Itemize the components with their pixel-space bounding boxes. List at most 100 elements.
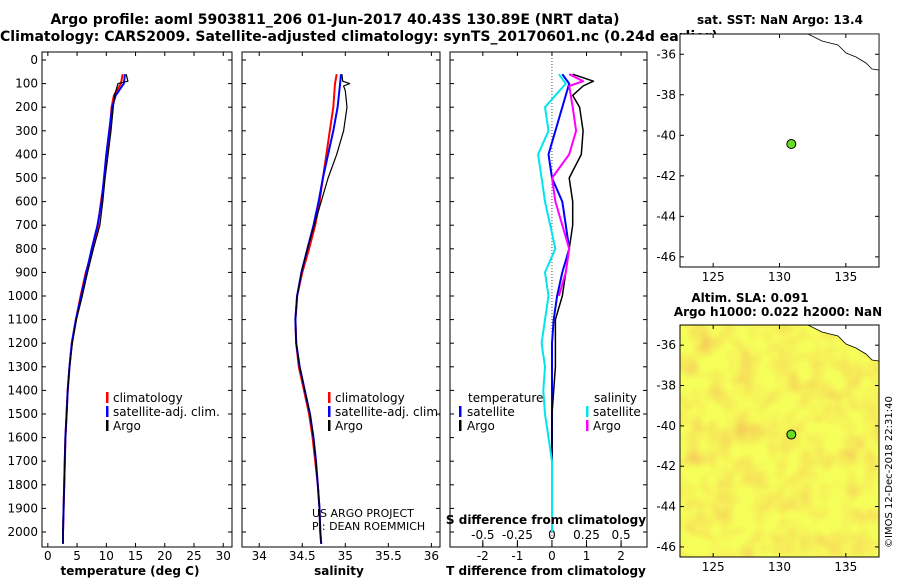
x-tick-label: 30 [216,549,231,563]
salinity-legend: climatology satellite-adj. clim. Argo [328,391,442,433]
x-tick-label: 135 [834,270,857,284]
difference-legend: temperature salinity satellite Argo sate… [459,391,641,433]
sla-map-title-line1: Altim. SLA: 0.091 [691,291,808,305]
series-line [551,73,595,532]
y-tick-label: -38 [656,379,676,393]
difference-xlabel: T difference from climatology [446,564,646,578]
legend-swatch-argo [106,420,109,431]
y-tick-label: 900 [15,265,38,279]
legend-label-temp-satellite: satellite [467,405,515,419]
y-tick-label: 300 [15,124,38,138]
x-tick-label: 0 [548,549,556,563]
y-tick-label: 1000 [7,289,38,303]
legend-label-argo: Argo [113,419,141,433]
y-tick-label: 1300 [7,360,38,374]
legend-swatch-climatology [106,392,109,403]
x-tick-label: 130 [768,560,791,574]
difference-axes: -2 -1 0 1 2-0.5 -0.25 0 0.25 0.5 [450,52,647,563]
sst-map-title: sat. SST: NaN Argo: 13.4 [697,13,863,27]
x-tick-label-secondary: 0.25 [573,528,600,542]
y-tick-label: 500 [15,171,38,185]
y-tick-label: 1100 [7,313,38,327]
legend-label-climatology: climatology [335,391,405,405]
x-tick-label-secondary: 0.5 [612,528,631,542]
coastline [807,325,879,362]
x-tick-label: 125 [702,560,725,574]
sla-map-axes: 125 130 135 -36 -38 -40 -42 -44 -46 [656,325,879,574]
x-tick-label: 130 [768,270,791,284]
x-tick-label: 35 [338,549,353,563]
legend-label-satellite: satellite-adj. clim. [335,405,442,419]
sla-map-points [786,429,797,440]
y-tick-label: 700 [15,218,38,232]
legend-label-sal-argo: Argo [593,419,621,433]
y-tick-label: -44 [656,500,676,514]
salinity-series [294,74,351,544]
y-tick-label: -38 [656,88,676,102]
difference-xlabel-top: S difference from climatology [446,513,646,527]
series-line [294,74,351,544]
series-line [551,73,585,297]
y-tick-label: -44 [656,209,676,223]
y-tick-label: -40 [656,419,676,433]
sla-map-heatmap [680,325,879,557]
y-tick-label: 200 [15,100,38,114]
y-tick-label: -36 [656,47,676,61]
legend-title-temperature: temperature [468,391,543,405]
y-tick-label: -42 [656,169,676,183]
x-tick-label: 135 [834,560,857,574]
y-tick-label: 1200 [7,336,38,350]
x-tick-label: 1 [583,549,591,563]
legend-swatch-satellite [106,406,109,417]
series-line [62,74,124,544]
x-tick-label-secondary: -0.25 [502,528,533,542]
y-tick-label: -42 [656,459,676,473]
difference-plot-frame [449,51,648,548]
temperature-series [62,74,129,544]
y-tick-label: 1800 [7,478,38,492]
legend-label-temp-argo: Argo [467,419,495,433]
temperature-xlabel: temperature (deg C) [61,564,200,578]
x-tick-label: 25 [186,549,201,563]
y-tick-label: 1600 [7,431,38,445]
legend-swatch-temp-satellite [459,406,462,417]
y-tick-label: 800 [15,242,38,256]
difference-series [537,73,595,532]
legend-title-salinity: salinity [594,391,637,405]
x-tick-label: -2 [477,549,489,563]
y-tick-label: -36 [656,338,676,352]
chart-title-line1: Argo profile: aoml 5903811_206 01-Jun-20… [50,12,620,28]
x-tick-label: 15 [128,549,143,563]
x-tick-label: 10 [99,549,114,563]
series-line [62,74,126,544]
salinity-xlabel: salinity [314,564,364,578]
salinity-plot-frame [241,51,441,548]
temperature-legend: climatology satellite-adj. clim. Argo [106,391,220,433]
y-tick-label: -46 [656,250,676,264]
legend-label-climatology: climatology [113,391,183,405]
x-tick-label: 34 [252,549,267,563]
legend-swatch-temp-argo [459,420,462,431]
x-tick-label: -1 [511,549,523,563]
sst-map: sat. SST: NaN Argo: 13.4 125 130 135 -36 -38… [656,13,880,284]
salinity-axes: 34 34.5 35 35.5 36 [242,52,440,563]
imos-timestamp: ©IMOS 12-Dec-2018 22:31:40 [884,396,895,548]
credit-line2: PI: DEAN ROEMMICH [312,520,425,533]
legend-label-sal-satellite: satellite [593,405,641,419]
coastline [807,33,880,71]
legend-swatch-climatology [328,392,331,403]
legend-swatch-argo [328,420,331,431]
temperature-axes: 0100200300400500600700800900100011001200… [7,52,232,563]
legend-swatch-sal-satellite [586,406,589,417]
x-tick-label-secondary: -0.5 [471,528,494,542]
temperature-plot-frame [41,51,233,548]
y-tick-label: 2000 [7,525,38,539]
y-tick-label: 100 [15,77,38,91]
x-tick-label: 5 [73,549,81,563]
chart-title-line2: Climatology: CARS2009. Satellite-adjuste… [0,29,718,45]
x-tick-label: 125 [702,270,725,284]
sla-map: Altim. SLA: 0.091 Argo h1000: 0.022 h200… [656,291,882,574]
sst-map-points [786,139,797,150]
series-line [294,74,342,544]
